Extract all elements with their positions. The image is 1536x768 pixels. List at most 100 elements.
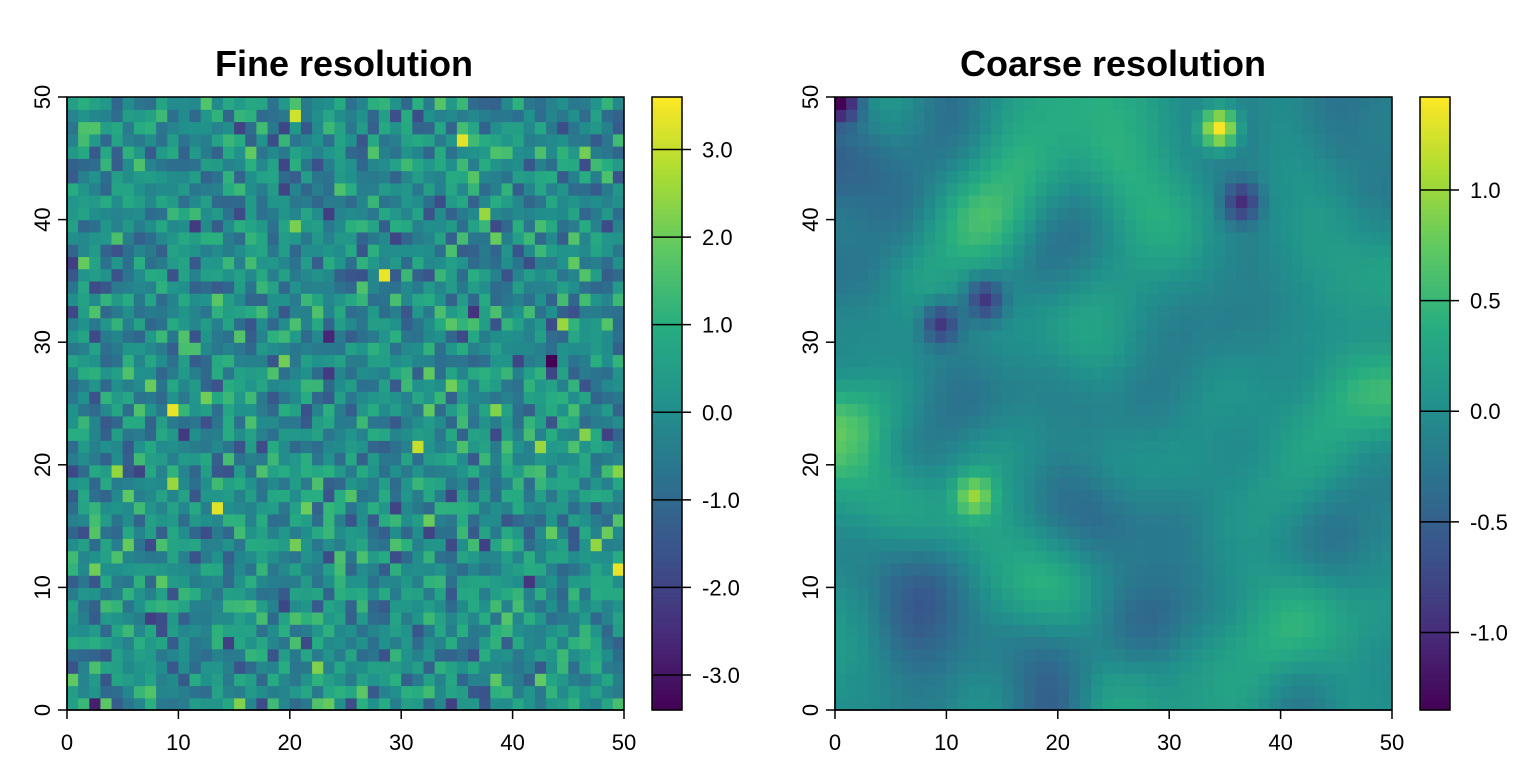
heatmap-cell xyxy=(1236,562,1248,576)
heatmap-cell xyxy=(1057,219,1070,233)
heatmap-cell xyxy=(1369,182,1382,196)
heatmap-cell xyxy=(924,587,936,601)
heatmap-cell xyxy=(334,464,347,478)
heatmap-cell xyxy=(479,489,491,503)
heatmap-cell xyxy=(1347,219,1360,233)
heatmap-cell xyxy=(846,158,858,172)
heatmap-cell xyxy=(846,219,858,233)
heatmap-cell xyxy=(890,697,903,711)
heatmap-cell xyxy=(111,428,124,441)
heatmap-cell xyxy=(312,354,324,368)
heatmap-cell xyxy=(256,146,269,159)
heatmap-cell xyxy=(557,146,569,159)
heatmap-cell xyxy=(1336,501,1349,515)
heatmap-cell xyxy=(100,428,113,441)
heatmap-cell xyxy=(957,611,970,625)
heatmap-cell xyxy=(1035,599,1048,613)
heatmap-cell xyxy=(612,329,625,343)
heatmap-cell xyxy=(857,452,870,466)
heatmap-cell xyxy=(1258,428,1271,441)
colorbar-segment xyxy=(652,633,682,640)
heatmap-cell xyxy=(924,673,936,687)
heatmap-cell xyxy=(868,329,881,343)
heatmap-cell xyxy=(1035,697,1048,711)
heatmap-cell xyxy=(501,170,514,184)
heatmap-cell xyxy=(445,489,458,503)
heatmap-cell xyxy=(1180,329,1193,343)
heatmap-cell xyxy=(557,550,569,564)
heatmap-cell xyxy=(1068,244,1081,257)
heatmap-cell xyxy=(1291,587,1304,601)
heatmap-cell xyxy=(568,391,581,405)
heatmap-cell xyxy=(122,97,135,110)
heatmap-cell xyxy=(189,501,202,515)
heatmap-cell xyxy=(512,428,525,441)
heatmap-cell xyxy=(1269,305,1282,319)
heatmap-cell xyxy=(568,477,581,490)
colorbar-segment xyxy=(652,173,682,180)
heatmap-cell xyxy=(1380,501,1393,515)
heatmap-cell xyxy=(957,182,970,196)
heatmap-cell xyxy=(78,415,90,429)
heatmap-cell xyxy=(1191,403,1204,417)
heatmap-cell xyxy=(901,378,914,392)
heatmap-cell xyxy=(111,280,124,294)
heatmap-cell xyxy=(1046,697,1059,711)
heatmap-cell xyxy=(612,562,625,576)
heatmap-cell xyxy=(1158,513,1170,527)
heatmap-cell xyxy=(612,146,625,159)
heatmap-cell xyxy=(445,268,458,282)
coarse-resolution-panel: Coarse resolution 0 10 20 30 40 50 0102030405… xyxy=(798,43,1508,755)
heatmap-cell xyxy=(1369,624,1382,638)
heatmap-cell xyxy=(445,391,458,405)
heatmap-cell xyxy=(1291,231,1304,245)
heatmap-cell xyxy=(1280,182,1293,196)
heatmap-cell xyxy=(356,428,369,441)
heatmap-cell xyxy=(1280,575,1293,588)
heatmap-cell xyxy=(312,501,324,515)
colorbar-segment xyxy=(652,367,682,374)
heatmap-cell xyxy=(479,440,491,454)
heatmap-cell xyxy=(133,354,146,368)
heatmap-cell xyxy=(67,293,79,307)
heatmap-cell xyxy=(200,452,213,466)
heatmap-cell xyxy=(935,550,947,564)
heatmap-cell xyxy=(601,354,614,368)
heatmap-cell xyxy=(1336,182,1349,196)
heatmap-cell xyxy=(846,526,858,539)
heatmap-cell xyxy=(1224,378,1237,392)
heatmap-cell xyxy=(490,550,503,564)
heatmap-cell xyxy=(1269,158,1282,172)
heatmap-cell xyxy=(479,673,491,687)
heatmap-cell xyxy=(523,636,536,650)
heatmap-cell xyxy=(479,562,491,576)
heatmap-cell xyxy=(1302,526,1315,539)
heatmap-cell xyxy=(1302,513,1315,527)
heatmap-cell xyxy=(378,207,391,221)
heatmap-cell xyxy=(979,329,992,343)
heatmap-cell xyxy=(1213,526,1226,539)
heatmap-cell xyxy=(100,109,113,123)
heatmap-cell xyxy=(590,697,603,711)
heatmap-cell xyxy=(323,244,335,257)
colorbar-segment xyxy=(652,536,682,543)
heatmap-cell xyxy=(122,109,135,123)
heatmap-cell xyxy=(1024,513,1037,527)
heatmap-cell xyxy=(100,366,113,380)
heatmap-cell xyxy=(423,256,436,270)
heatmap-cell xyxy=(178,501,191,515)
heatmap-cell xyxy=(1247,207,1259,221)
heatmap-cell xyxy=(1314,611,1326,625)
heatmap-cell xyxy=(1102,697,1115,711)
heatmap-cell xyxy=(289,415,302,429)
heatmap-cell xyxy=(1113,146,1126,159)
heatmap-cell xyxy=(456,109,469,123)
heatmap-cell xyxy=(546,244,558,257)
heatmap-cell xyxy=(568,575,581,588)
heatmap-cell xyxy=(924,146,936,159)
heatmap-cell xyxy=(546,673,558,687)
heatmap-cell xyxy=(1002,685,1014,699)
heatmap-cell xyxy=(1213,550,1226,564)
colorbar-segment xyxy=(652,107,682,113)
heatmap-cell xyxy=(1347,391,1360,405)
